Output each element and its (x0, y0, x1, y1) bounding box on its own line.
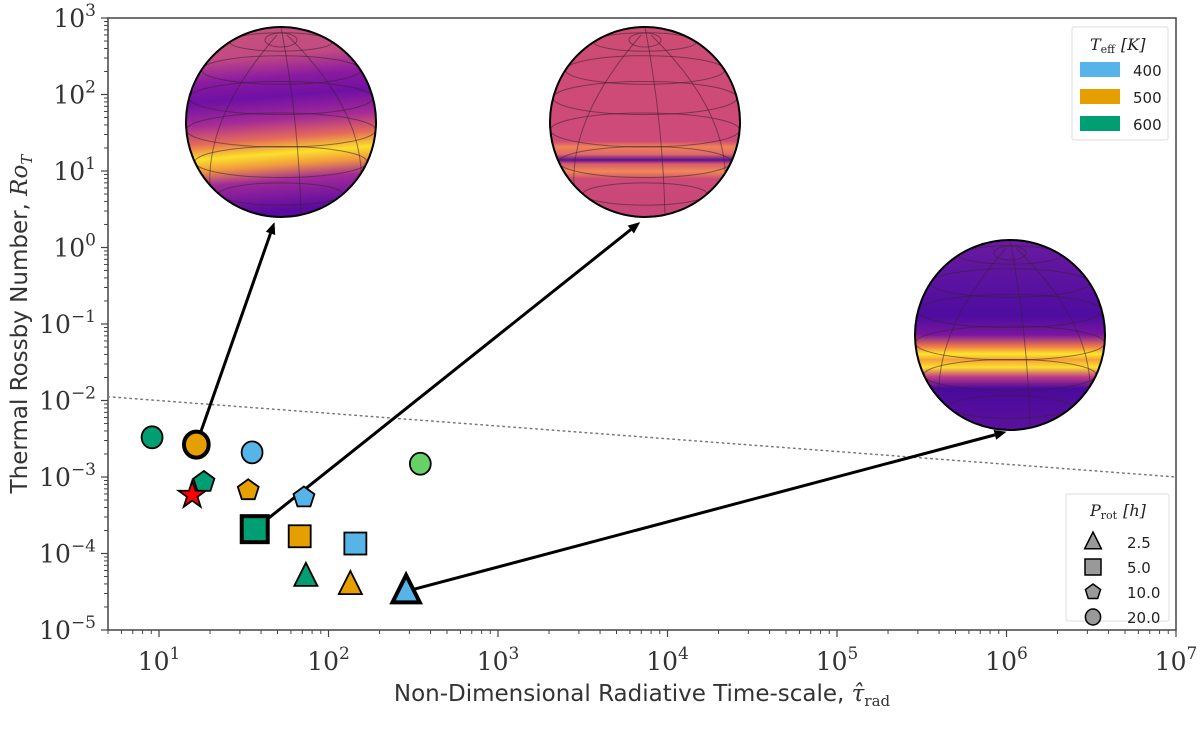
data-point-triangle (292, 560, 319, 587)
globe-surface (550, 27, 740, 217)
inset-globe-2 (549, 26, 741, 218)
pole-circle (628, 32, 662, 48)
y-tick-label: 101 (53, 154, 96, 186)
annotation-arrow (405, 433, 996, 593)
data-point-square (239, 514, 270, 545)
data-point-pentagon (292, 485, 316, 508)
legend-marker-circle (1084, 608, 1102, 626)
meridian-line (938, 247, 1007, 411)
globe-surface (915, 240, 1105, 430)
globe-outline (185, 26, 377, 218)
meridian-line (280, 27, 302, 217)
legend-swatch-400 (1080, 62, 1120, 77)
data-point-circle (240, 440, 264, 465)
y-axis-label: Thermal Rossby Number, RoT (7, 154, 36, 495)
meridian-line (209, 34, 278, 198)
annotation-arrow (194, 232, 272, 446)
x-tick-label: 107 (1155, 644, 1198, 676)
x-axis-label: Non-Dimensional Radiative Time-scale, τ̂… (394, 681, 891, 710)
meridian-line (1015, 247, 1091, 401)
legend-label-400: 400 (1133, 62, 1162, 80)
legend-label-600: 600 (1133, 116, 1162, 134)
legend-swatch-500 (1080, 89, 1120, 104)
meridian-line (573, 34, 642, 198)
x-tick-label: 103 (477, 644, 520, 676)
x-tick-label: 104 (646, 644, 689, 676)
annotation-arrow (253, 228, 632, 531)
globe-surface (186, 27, 376, 217)
legend-label-2.5: 2.5 (1127, 534, 1151, 552)
reference-line (107, 395, 1177, 478)
arrow-head (627, 222, 641, 234)
legend-marker-pentagon (1084, 583, 1102, 600)
arrow-head (993, 430, 1007, 440)
legend-swatch-600 (1080, 116, 1120, 131)
pole-circle (264, 32, 298, 48)
legend-label-20.0: 20.0 (1127, 609, 1160, 627)
data-point-circle (140, 425, 164, 450)
legend-teff-frame (1071, 26, 1169, 141)
x-tick-label: 102 (307, 644, 350, 676)
x-tick-label: 101 (138, 644, 181, 676)
x-tick-label: 105 (816, 644, 859, 676)
data-point-star (175, 477, 209, 510)
y-tick-label: 10−5 (39, 613, 96, 645)
y-tick-label: 100 (53, 231, 96, 263)
y-tick-label: 10−1 (39, 307, 96, 339)
globe-outline (549, 26, 741, 218)
meridian-line (286, 34, 362, 188)
legend-label-500: 500 (1133, 89, 1162, 107)
arrow-head (265, 222, 276, 236)
data-point-circle (181, 429, 211, 460)
legend-prot-title: Prot [h] (1089, 501, 1147, 522)
globe-outline (914, 239, 1106, 431)
y-tick-label: 10−3 (39, 460, 96, 492)
data-point-pentagon (236, 478, 260, 501)
legend-marker-triangle (1083, 530, 1103, 550)
inset-globe-3 (914, 239, 1106, 431)
data-point-square (287, 524, 312, 549)
meridian-line (644, 27, 666, 217)
data-point-pentagon (192, 469, 216, 492)
legend-prot: Prot [h] 2.5 5.0 10.0 20.0 (1065, 493, 1170, 627)
inset-globe-1 (185, 26, 377, 218)
data-point-square (343, 531, 368, 556)
y-tick-label: 103 (53, 1, 96, 33)
y-tick-label: 102 (53, 78, 96, 110)
data-point-triangle (389, 570, 424, 605)
data-point-circle (408, 451, 432, 476)
legend-teff-title: Teff [K] (1090, 35, 1146, 56)
legend-teff: Teff [K] 400 500 600 (1071, 26, 1169, 141)
y-tick-label: 10−4 (39, 537, 96, 569)
x-tick-label: 106 (985, 644, 1028, 676)
legend-label-5.0: 5.0 (1127, 559, 1151, 577)
legend-marker-square (1084, 558, 1102, 576)
meridian-line (1009, 240, 1031, 430)
y-tick-label: 10−2 (39, 384, 96, 416)
meridian-line (650, 34, 726, 188)
pole-circle (993, 245, 1027, 261)
legend-label-10.0: 10.0 (1127, 584, 1160, 602)
data-point-triangle (337, 568, 364, 595)
